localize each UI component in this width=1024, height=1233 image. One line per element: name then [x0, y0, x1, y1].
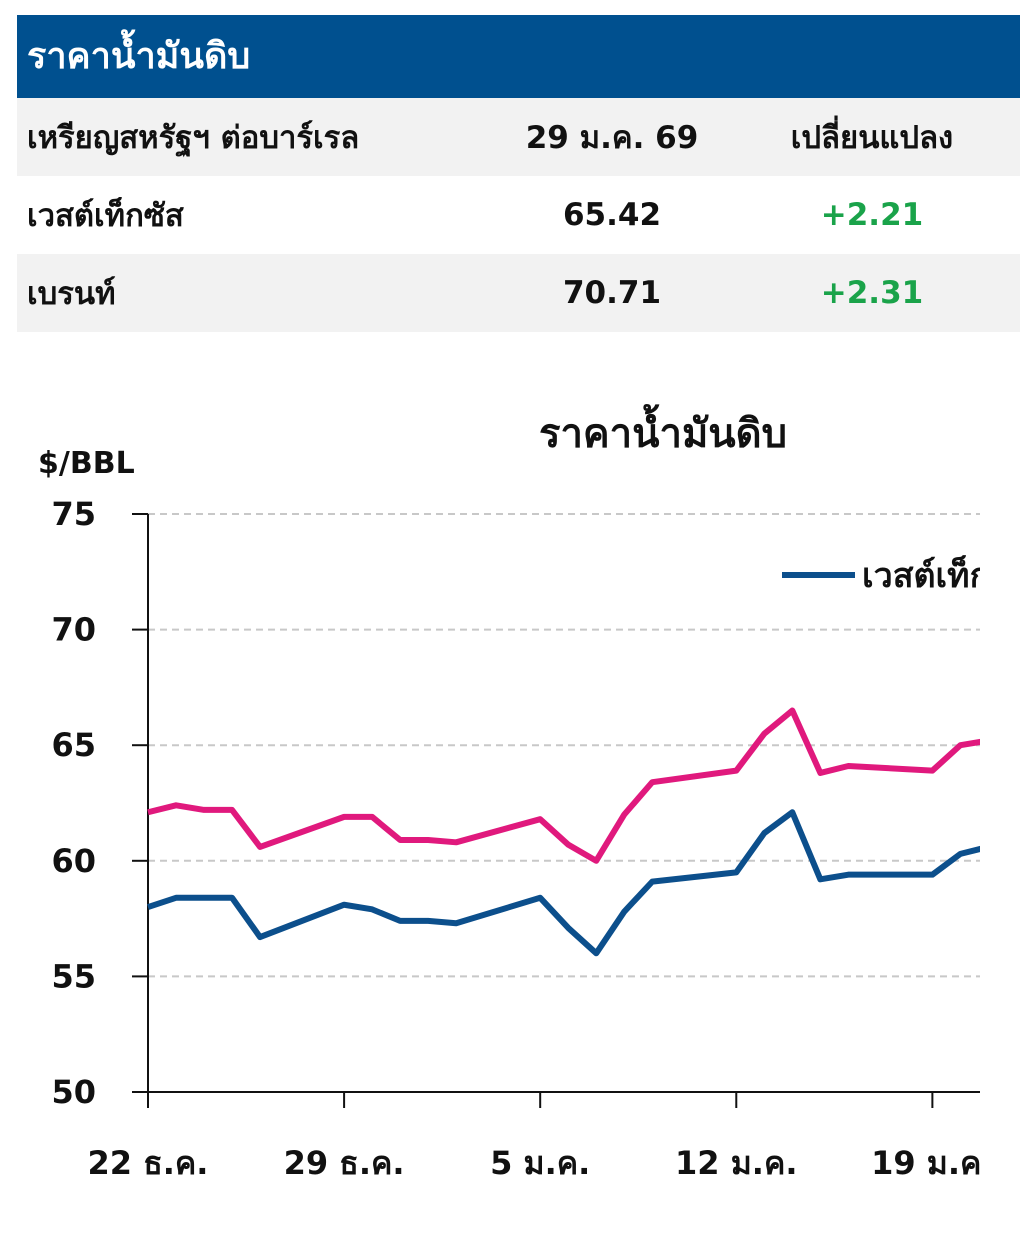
price-table: ราคาน้ำมันดิบ เหรียญสหรัฐฯ ต่อบาร์เรล 29…: [17, 15, 1020, 332]
x-tick-label: 19 ม.ค.: [871, 1144, 993, 1182]
cell: +2.21: [820, 197, 924, 233]
y-tick-label: 65: [51, 726, 96, 764]
cell: เวสต์เท็กซัส: [27, 198, 184, 234]
y-axis-label: $/BBL: [38, 446, 135, 481]
series-line: [147, 707, 980, 864]
chart-area: ราคาน้ำมันดิบ $/BBL 50 55 60 65 70 75 22 ธ.ค. 2…: [38, 404, 1024, 1182]
legend-label: เวสต์เท็กซัส: [862, 554, 1024, 596]
table-row: เวสต์เท็กซัส 65.42 +2.21: [17, 176, 1020, 254]
table-row: เบรนท์ 70.71 +2.31: [17, 254, 1020, 332]
cell: +2.31: [820, 275, 924, 311]
cell: 65.42: [562, 197, 662, 233]
y-tick-label: 60: [51, 842, 96, 880]
y-tick-label: 75: [51, 495, 96, 533]
chart-title: ราคาน้ำมันดิบ: [539, 404, 787, 457]
x-tick-label: 5 ม.ค.: [490, 1144, 590, 1182]
x-tick-label: 12 ม.ค.: [675, 1144, 797, 1182]
cell: เบรนท์: [27, 276, 116, 312]
cell: 70.71: [562, 275, 662, 311]
header-cell: เปลี่ยนแปลง: [790, 120, 954, 156]
y-tick-label: 70: [51, 611, 96, 649]
x-tick-label: 22 ธ.ค.: [88, 1144, 209, 1182]
header-row: เหรียญสหรัฐฯ ต่อบาร์เรล 29 ม.ค. 69 เปลี่…: [17, 98, 1020, 176]
header-cell: 29 ม.ค. 69: [525, 120, 699, 156]
y-tick-label: 55: [51, 957, 96, 995]
header-cell: เหรียญสหรัฐฯ ต่อบาร์เรล: [27, 120, 360, 156]
y-tick-label: 50: [51, 1073, 96, 1111]
x-tick-label: 29 ธ.ค.: [284, 1144, 405, 1182]
series-line: [147, 809, 980, 957]
table-title: ราคาน้ำมันดิบ: [17, 15, 1020, 98]
